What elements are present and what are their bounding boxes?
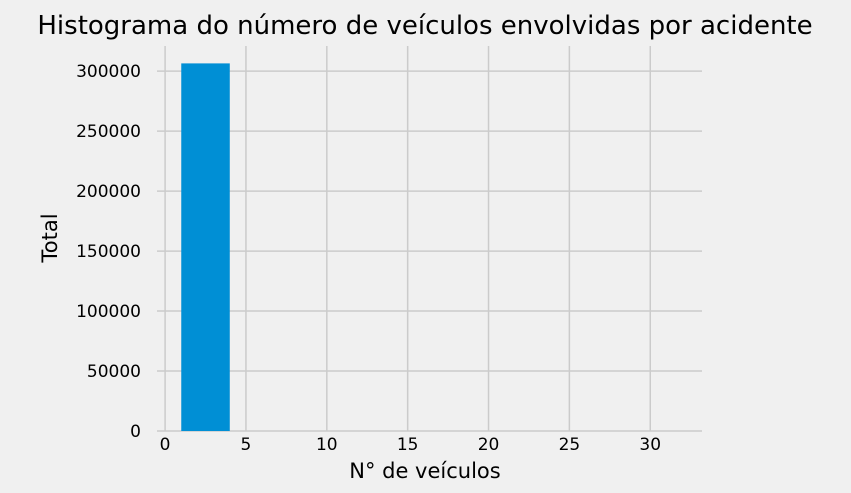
grid-lines xyxy=(157,46,702,432)
y-tick-label: 0 xyxy=(130,422,141,442)
x-tick-label: 15 xyxy=(397,435,419,455)
x-tick-labels: 0 5 10 15 20 25 30 xyxy=(160,435,661,455)
histogram-bar xyxy=(181,63,230,432)
y-axis-label: Total xyxy=(38,213,62,263)
x-tick-label: 25 xyxy=(559,435,581,455)
y-tick-label: 300000 xyxy=(76,62,141,82)
y-tick-label: 200000 xyxy=(76,182,141,202)
y-tick-labels: 0 50000 100000 150000 200000 250000 300000 xyxy=(76,62,141,442)
x-tick-label: 0 xyxy=(160,435,171,455)
x-tick-label: 30 xyxy=(639,435,661,455)
y-tick-label: 250000 xyxy=(76,122,141,142)
x-axis-label: N° de veículos xyxy=(349,459,500,483)
y-tick-label: 150000 xyxy=(76,242,141,262)
x-tick-label: 10 xyxy=(316,435,338,455)
chart-title: Histograma do número de veículos envolvi… xyxy=(37,11,812,41)
x-tick-label: 20 xyxy=(478,435,500,455)
y-tick-label: 50000 xyxy=(87,362,141,382)
y-tick-label: 100000 xyxy=(76,302,141,322)
bars xyxy=(181,63,230,432)
x-tick-label: 5 xyxy=(241,435,252,455)
